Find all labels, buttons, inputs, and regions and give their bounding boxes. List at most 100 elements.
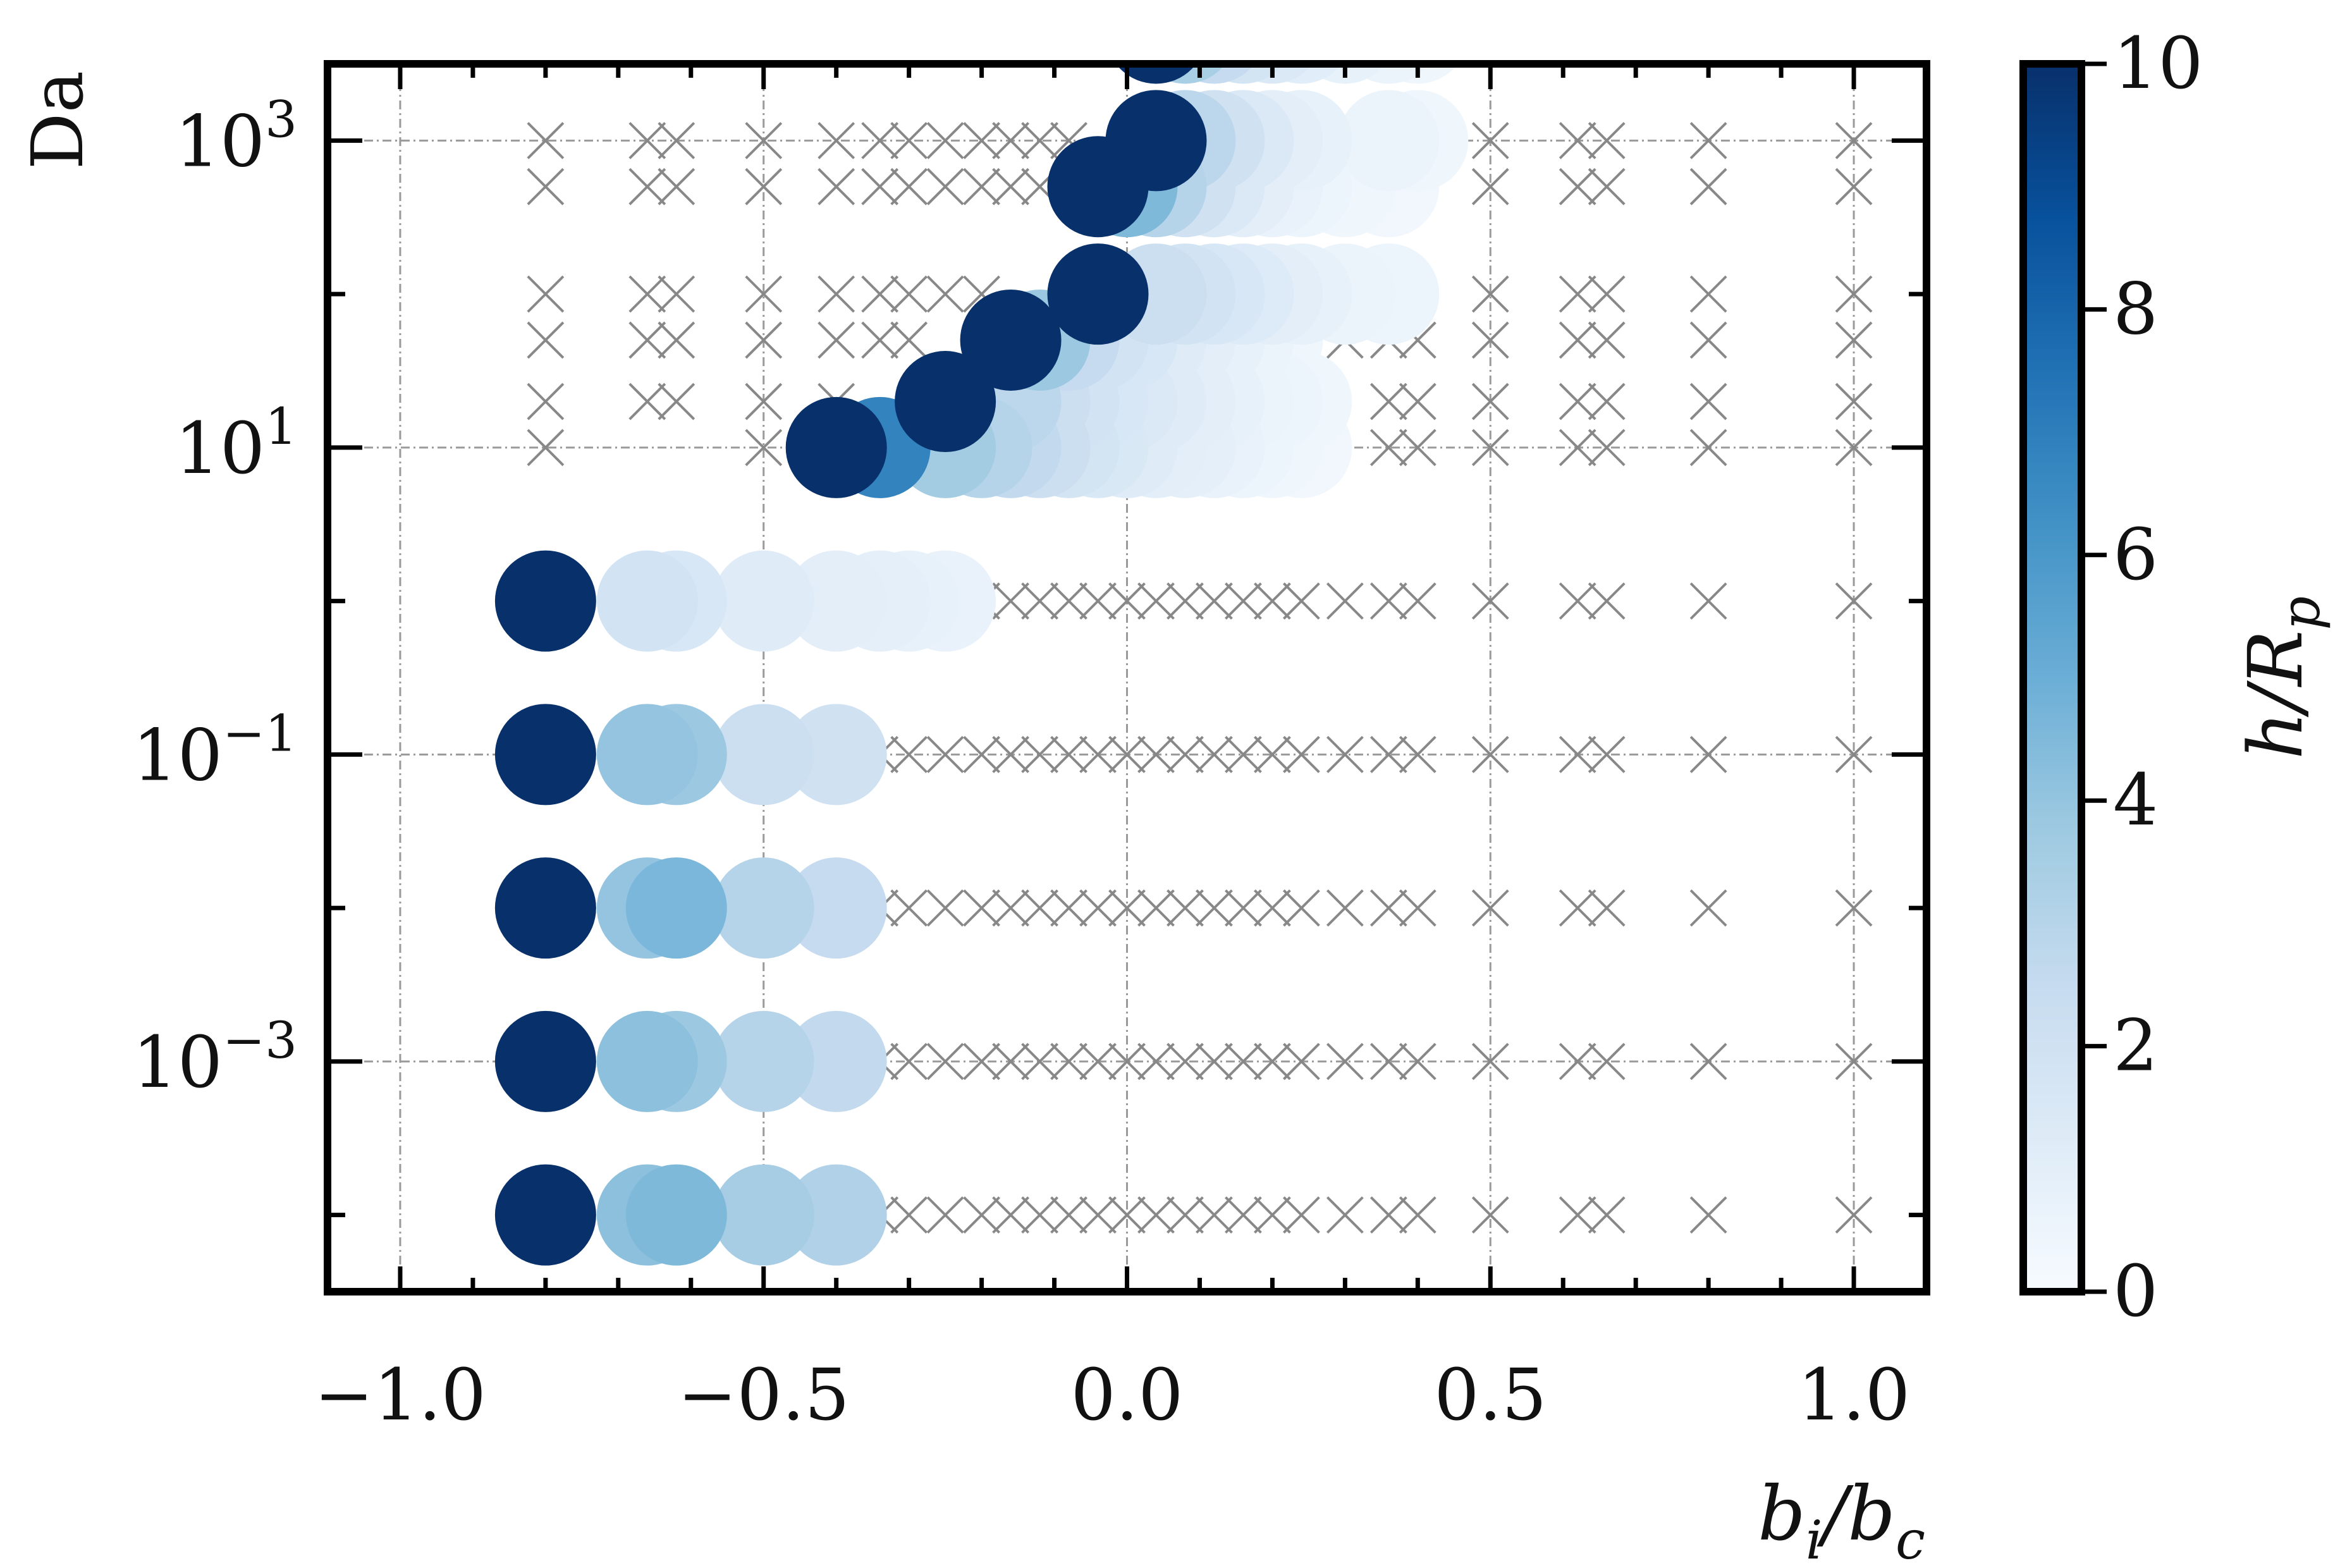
no-depth-marker-167: [628, 321, 666, 359]
no-depth-marker-161: [527, 383, 565, 420]
x-axis-title-slash: /b: [1816, 1470, 1896, 1557]
no-depth-marker-195: [628, 121, 666, 159]
no-depth-marker-162: [628, 383, 666, 420]
no-depth-marker-215: [964, 15, 1000, 51]
no-depth-marker-2: [926, 1196, 964, 1234]
no-depth-marker-71: [926, 735, 964, 773]
no-depth-marker-1: [890, 1196, 928, 1234]
no-depth-marker-22: [1835, 1196, 1873, 1234]
colorbar-title-sub: p: [2270, 596, 2332, 630]
no-depth-marker-51: [1021, 889, 1058, 927]
no-depth-marker-198: [818, 121, 855, 159]
y-tick-base: 10: [175, 408, 266, 490]
depth-point-90: [494, 1010, 596, 1112]
no-depth-marker-200: [890, 121, 928, 159]
x-tick-label: 0.0: [1070, 1354, 1183, 1436]
depth-point-28: [785, 550, 887, 652]
depth-point-36: [713, 550, 814, 652]
no-depth-marker-176: [745, 275, 783, 313]
colorbar-tick-label: 8: [2113, 268, 2158, 350]
no-depth-marker-150: [1559, 121, 1596, 159]
no-depth-marker-55: [1137, 889, 1175, 927]
no-depth-marker-4: [992, 1196, 1029, 1234]
y-tick-label: 103: [175, 90, 297, 183]
no-depth-marker-105: [1369, 582, 1407, 620]
no-depth-marker-65: [1559, 889, 1596, 927]
no-depth-marker-142: [1689, 275, 1727, 313]
no-depth-marker-115: [1559, 429, 1596, 467]
no-depth-marker-173: [527, 275, 565, 313]
no-depth-marker-39: [1369, 1043, 1407, 1081]
no-depth-marker-157: [1691, 15, 1726, 51]
y-tick-label: 10−3: [133, 1011, 297, 1104]
no-depth-marker-27: [992, 1043, 1029, 1081]
depth-point-87: [625, 857, 727, 959]
no-depth-marker-62: [1369, 889, 1407, 927]
depth-point-93: [494, 550, 596, 652]
no-depth-marker-203: [992, 121, 1029, 159]
no-depth-marker-68: [1835, 889, 1873, 927]
no-depth-marker-47: [890, 889, 928, 927]
depth-point-74: [785, 1164, 887, 1266]
depth-point-94: [785, 396, 887, 498]
x-tick-label: −0.5: [678, 1354, 850, 1436]
no-depth-marker-58: [1225, 889, 1262, 927]
no-depth-marker-97: [1108, 582, 1146, 620]
y-tick-exponent: −3: [223, 1011, 297, 1070]
no-depth-marker-14: [1282, 1196, 1320, 1234]
no-depth-marker-78: [1137, 735, 1175, 773]
no-depth-marker-76: [1079, 735, 1117, 773]
no-depth-marker-66: [1588, 889, 1626, 927]
y-tick-base: 10: [133, 1022, 223, 1104]
depth-point-15: [1338, 90, 1440, 192]
no-depth-marker-9: [1137, 1196, 1175, 1234]
no-depth-marker-60: [1282, 889, 1320, 927]
depth-point-52: [596, 550, 698, 652]
colorbar-title: h/Rp: [2232, 596, 2332, 759]
no-depth-marker-16: [1369, 1196, 1407, 1234]
depth-point-71: [713, 857, 814, 959]
no-depth-marker-122: [1559, 383, 1596, 420]
no-depth-marker-148: [1835, 168, 1873, 205]
no-depth-marker-145: [1559, 168, 1596, 205]
no-depth-marker-93: [992, 582, 1029, 620]
no-depth-marker-38: [1326, 1043, 1364, 1081]
axis-ticks: [325, 64, 1929, 1292]
no-depth-marker-45: [1835, 1043, 1873, 1081]
no-depth-marker-17: [1399, 1196, 1436, 1234]
no-depth-marker-210: [746, 15, 781, 51]
axis-titles: bi/bc Da: [17, 71, 1925, 1568]
no-depth-marker-112: [1369, 429, 1407, 467]
no-depth-marker-206: [383, 15, 418, 51]
no-depth-marker-201: [926, 121, 964, 159]
no-depth-marker-64: [1471, 889, 1509, 927]
no-depth-marker-33: [1167, 1043, 1204, 1081]
no-depth-marker-13: [1253, 1196, 1291, 1234]
y-tick-label-text: 101: [175, 397, 297, 490]
no-depth-marker-30: [1079, 1043, 1117, 1081]
no-depth-marker-42: [1559, 1043, 1596, 1081]
x-tick-label: 1.0: [1798, 1354, 1910, 1436]
no-depth-marker-152: [1689, 121, 1727, 159]
colorbar-tick-label: 4: [2113, 759, 2158, 842]
no-depth-marker-89: [1588, 735, 1626, 773]
no-depth-marker-99: [1167, 582, 1204, 620]
no-depth-marker-104: [1326, 582, 1364, 620]
no-depth-marker-139: [1471, 275, 1509, 313]
depth-point-56: [785, 704, 887, 805]
no-depth-marker-5: [1021, 1196, 1058, 1234]
no-depth-marker-184: [658, 168, 695, 205]
no-depth-marker-56: [1167, 889, 1204, 927]
no-depth-marker-163: [658, 383, 695, 420]
no-depth-marker-43: [1588, 1043, 1626, 1081]
no-depth-marker-15: [1326, 1196, 1364, 1234]
no-depth-marker-185: [745, 168, 783, 205]
no-depth-marker-63: [1399, 889, 1436, 927]
y-tick-exponent: 3: [265, 90, 297, 149]
depth-points: [494, 64, 1469, 1266]
no-depth-marker-202: [963, 121, 1001, 159]
no-depth-marker-85: [1369, 735, 1407, 773]
no-depth-marker-77: [1108, 735, 1146, 773]
